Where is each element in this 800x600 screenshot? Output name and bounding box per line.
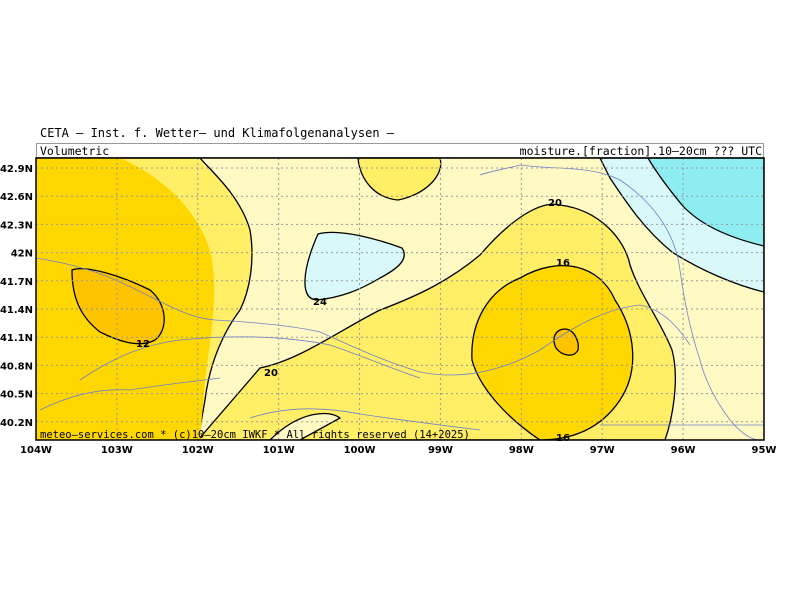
- longitude-tick-label: 102W: [182, 445, 214, 456]
- contour-label: 20: [264, 368, 278, 379]
- latitude-tick-label: 42.6N: [0, 192, 33, 203]
- copyright-footer: meteo–services.com * (c)10–20cm IWKF * A…: [40, 429, 470, 441]
- longitude-tick-label: 101W: [263, 445, 295, 456]
- latitude-tick-label: 41.4N: [0, 305, 33, 316]
- band-lt12-west: [71, 268, 165, 345]
- variable-description: moisture.[fraction].10–20cm ??? UTC: [519, 144, 762, 158]
- longitude-tick-label: 98W: [509, 445, 534, 456]
- longitude-axis: 104W 103W 102W 101W 100W 99W 98W 97W 96W 95W: [20, 445, 776, 456]
- longitude-tick-label: 100W: [344, 445, 376, 456]
- contour-label: 24: [313, 297, 327, 308]
- chart-title: CETA – Inst. f. Wetter– und Klimafolgena…: [40, 126, 395, 140]
- longitude-tick-label: 104W: [20, 445, 52, 456]
- graticule: [36, 158, 764, 440]
- contour-label: 20: [548, 198, 562, 209]
- band-24-28-center: [304, 231, 405, 301]
- latitude-tick-label: 42.9N: [0, 164, 33, 175]
- boundaries: [36, 164, 764, 440]
- contour-label: 12: [136, 339, 150, 350]
- variable-label: Volumetric: [40, 144, 110, 158]
- latitude-tick-label: 40.2N: [0, 418, 33, 429]
- longitude-tick-label: 103W: [101, 445, 133, 456]
- latitude-tick-label: 42N: [11, 249, 33, 260]
- map-frame: [35, 157, 765, 441]
- latitude-tick-label: 40.5N: [0, 390, 33, 401]
- latitude-tick-label: 41.7N: [0, 277, 33, 288]
- contour-label: 16: [556, 433, 570, 444]
- latitude-tick-label: 41.1N: [0, 333, 33, 344]
- latitude-axis: 42.9N 42.6N 42.3N 42N 41.7N 41.4N 41.1N 40.8N 40…: [0, 164, 33, 429]
- band-lt12-east: [553, 328, 579, 356]
- band-gt28-northeast: [647, 158, 764, 247]
- latitude-tick-label: 40.8N: [0, 361, 33, 372]
- contour-label: 16: [556, 258, 570, 269]
- longitude-tick-label: 99W: [428, 445, 453, 456]
- longitude-tick-label: 97W: [590, 445, 615, 456]
- longitude-tick-label: 96W: [671, 445, 696, 456]
- longitude-tick-label: 95W: [752, 445, 777, 456]
- latitude-tick-label: 42.3N: [0, 220, 33, 231]
